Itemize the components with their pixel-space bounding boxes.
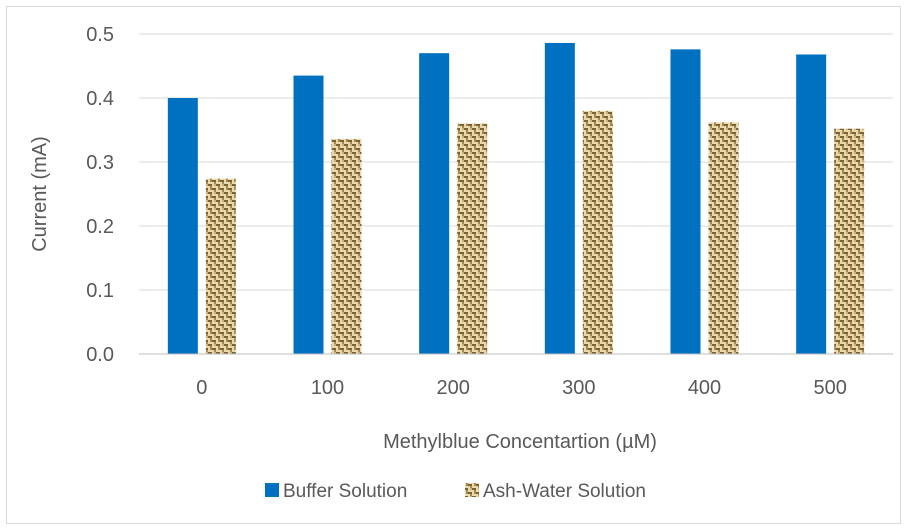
legend-swatch-buffer — [265, 483, 279, 497]
bar-ash-water-300 — [582, 110, 613, 354]
legend-label: Ash-Water Solution — [483, 481, 646, 502]
x-tick-label: 300 — [562, 377, 595, 399]
chart-frame — [6, 6, 901, 524]
x-axis-label: Methylblue Concentartion (µM) — [383, 431, 657, 453]
y-tick-label: 0.5 — [86, 24, 114, 46]
bar-ash-water-400 — [708, 122, 739, 354]
bar-ash-water-500 — [834, 128, 865, 354]
y-tick-label: 0.0 — [86, 344, 114, 366]
x-tick-label: 500 — [813, 377, 846, 399]
x-axis-ticks: 0 100 200 300 400 500 — [196, 377, 847, 399]
bar-buffer-100 — [293, 75, 324, 354]
x-tick-label: 200 — [436, 377, 469, 399]
bar-buffer-200 — [419, 53, 450, 354]
y-axis-label: Current (mA) — [29, 136, 51, 252]
bar-buffer-500 — [796, 54, 827, 354]
bar-buffer-300 — [544, 42, 575, 355]
bar-ash-water-100 — [331, 138, 362, 354]
y-tick-label: 0.3 — [86, 152, 114, 174]
x-tick-label: 0 — [196, 377, 207, 399]
x-tick-label: 100 — [311, 377, 344, 399]
y-tick-label: 0.1 — [86, 280, 114, 302]
y-axis-ticks: 0.0 0.1 0.2 0.3 0.4 0.5 — [86, 24, 114, 366]
gridlines — [139, 33, 893, 291]
x-tick-label: 400 — [688, 377, 721, 399]
y-tick-label: 0.2 — [86, 216, 114, 238]
y-tick-label: 0.4 — [86, 88, 114, 110]
bars — [167, 42, 865, 355]
legend-swatch-ash-water — [465, 483, 479, 497]
legend: Buffer Solution Ash-Water Solution — [265, 481, 646, 502]
bar-buffer-0 — [167, 98, 198, 354]
bar-ash-water-0 — [205, 178, 236, 354]
legend-label: Buffer Solution — [283, 481, 407, 502]
bar-buffer-400 — [670, 49, 701, 355]
bar-ash-water-200 — [457, 123, 488, 354]
